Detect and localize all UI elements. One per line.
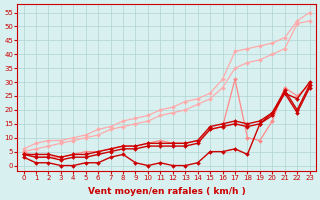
X-axis label: Vent moyen/en rafales ( km/h ): Vent moyen/en rafales ( km/h ) <box>88 187 245 196</box>
